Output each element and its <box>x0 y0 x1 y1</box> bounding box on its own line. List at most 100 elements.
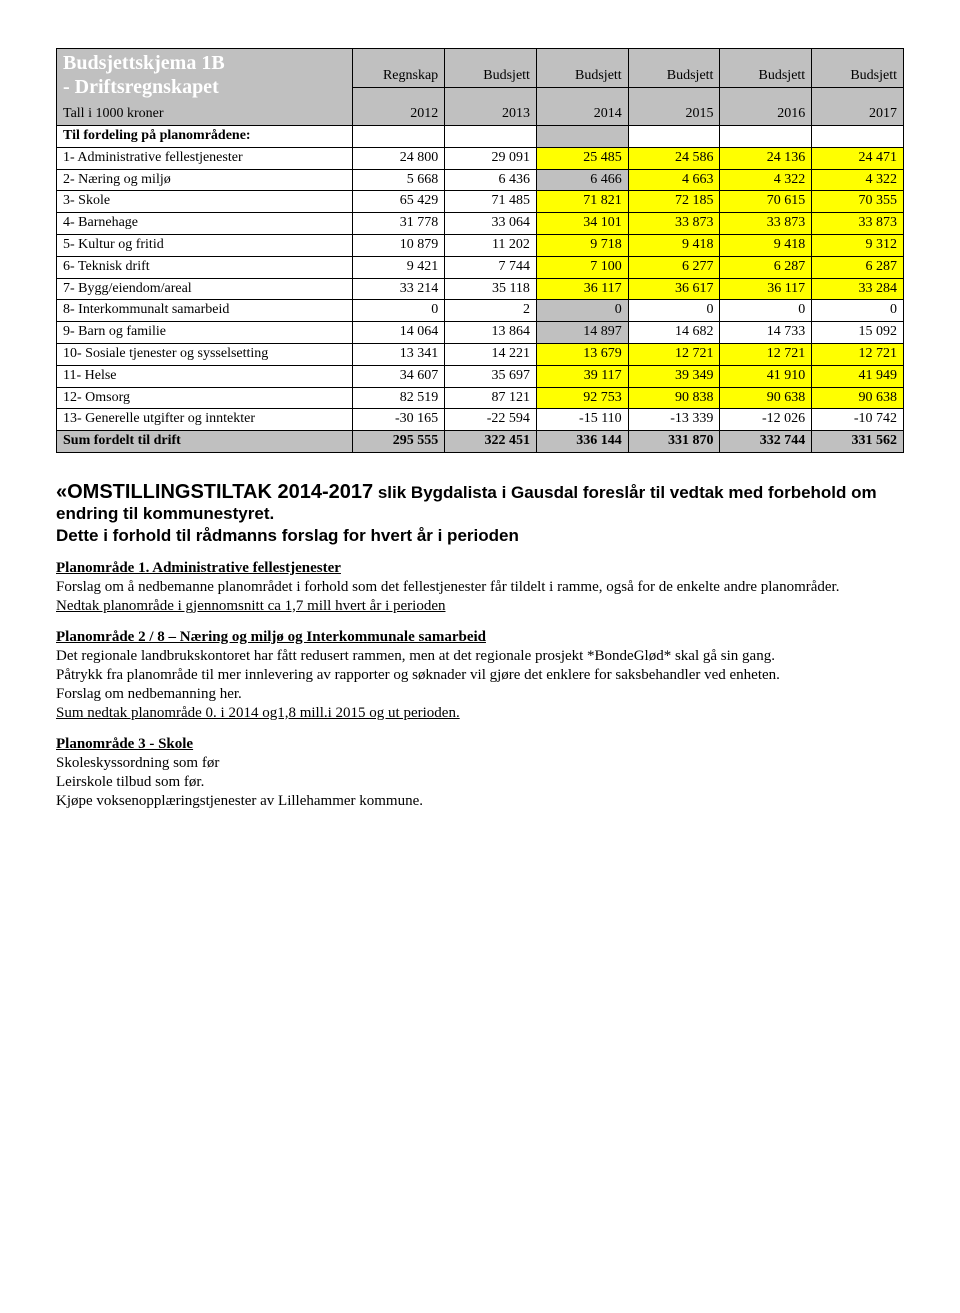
row-6-col-0: 33 214 <box>353 278 445 300</box>
plan2-line3: Forslag om nedbemanning her. <box>56 686 904 703</box>
row-2-col-5: 70 355 <box>812 191 904 213</box>
row-9-col-2: 13 679 <box>536 343 628 365</box>
row-11-col-0: 82 519 <box>353 387 445 409</box>
row-9-label: 10- Sosiale tjenester og sysselsetting <box>57 343 353 365</box>
row-11-col-3: 90 838 <box>628 387 720 409</box>
col-header-1-line2: 2013 <box>445 87 537 126</box>
row-10-col-5: 41 949 <box>812 365 904 387</box>
row-4-col-5: 9 312 <box>812 234 904 256</box>
row-4-col-4: 9 418 <box>720 234 812 256</box>
row-5-col-4: 6 287 <box>720 256 812 278</box>
plan3-line3: Kjøpe voksenopplæringstjenester av Lille… <box>56 793 904 810</box>
row-1-col-1: 6 436 <box>445 169 537 191</box>
row-1-col-0: 5 668 <box>353 169 445 191</box>
row-12-col-0: -30 165 <box>353 409 445 431</box>
row-6-col-1: 35 118 <box>445 278 537 300</box>
row-4-col-1: 11 202 <box>445 234 537 256</box>
col-header-5-line2: 2017 <box>812 87 904 126</box>
row-12-label: 13- Generelle utgifter og inntekter <box>57 409 353 431</box>
plan3-line2: Leirskole tilbud som før. <box>56 774 904 791</box>
row-1-col-5: 4 322 <box>812 169 904 191</box>
row-3-col-0: 31 778 <box>353 213 445 235</box>
row-12-col-3: -13 339 <box>628 409 720 431</box>
row-3-col-2: 34 101 <box>536 213 628 235</box>
col-header-0-line2: 2012 <box>353 87 445 126</box>
col-header-1-line1: Budsjett <box>445 49 537 88</box>
row-8-col-4: 14 733 <box>720 322 812 344</box>
plan1-line1: Forslag om å nedbemanne planområdet i fo… <box>56 579 904 596</box>
row-5-col-2: 7 100 <box>536 256 628 278</box>
row-0-col-0: 24 800 <box>353 147 445 169</box>
row-8-label: 9- Barn og familie <box>57 322 353 344</box>
row-3-col-3: 33 873 <box>628 213 720 235</box>
row-1-col-3: 4 663 <box>628 169 720 191</box>
row-6-col-3: 36 617 <box>628 278 720 300</box>
body-text: «OMSTILLINGSTILTAK 2014-2017 slik Bygdal… <box>56 481 904 810</box>
row-8-col-2: 14 897 <box>536 322 628 344</box>
row-4-label: 5- Kultur og fritid <box>57 234 353 256</box>
row-8-col-0: 14 064 <box>353 322 445 344</box>
row-0-col-2: 25 485 <box>536 147 628 169</box>
plan3-title: Planområde 3 - Skole <box>56 736 193 752</box>
plan2-line4: Sum nedtak planområde 0. i 2014 og1,8 mi… <box>56 705 460 721</box>
row-11-col-2: 92 753 <box>536 387 628 409</box>
row-9-col-0: 13 341 <box>353 343 445 365</box>
row-11-label: 12- Omsorg <box>57 387 353 409</box>
row-9-col-3: 12 721 <box>628 343 720 365</box>
col-header-2-line2: 2014 <box>536 87 628 126</box>
col-header-3-line2: 2015 <box>628 87 720 126</box>
row-0-col-3: 24 586 <box>628 147 720 169</box>
table-title: Budsjettskjema 1B- Driftsregnskapet Tall … <box>57 49 353 126</box>
row-12-col-4: -12 026 <box>720 409 812 431</box>
title-line1: Budsjettskjema 1B <box>63 52 225 74</box>
row-5-col-0: 9 421 <box>353 256 445 278</box>
row-5-col-1: 7 744 <box>445 256 537 278</box>
row-5-col-3: 6 277 <box>628 256 720 278</box>
plan2-line1: Det regionale landbrukskontoret har fått… <box>56 648 904 665</box>
col-header-2-line1: Budsjett <box>536 49 628 88</box>
row-8-col-3: 14 682 <box>628 322 720 344</box>
plan2-title: Planområde 2 / 8 – Næring og miljø og In… <box>56 629 486 645</box>
row-3-label: 4- Barnehage <box>57 213 353 235</box>
sum-row-label: Sum fordelt til drift <box>57 431 353 453</box>
row-8-col-5: 15 092 <box>812 322 904 344</box>
col-header-0-line1: Regnskap <box>353 49 445 88</box>
sum-row-col-3: 331 870 <box>628 431 720 453</box>
row-11-col-5: 90 638 <box>812 387 904 409</box>
row-4-col-2: 9 718 <box>536 234 628 256</box>
row-7-col-5: 0 <box>812 300 904 322</box>
row-10-col-1: 35 697 <box>445 365 537 387</box>
row-7-col-0: 0 <box>353 300 445 322</box>
row-9-col-4: 12 721 <box>720 343 812 365</box>
plan2-line2: Påtrykk fra planområde til mer innleveri… <box>56 667 904 684</box>
row-2-col-2: 71 821 <box>536 191 628 213</box>
sum-row-col-1: 322 451 <box>445 431 537 453</box>
row-0-col-5: 24 471 <box>812 147 904 169</box>
row-6-col-4: 36 117 <box>720 278 812 300</box>
col-header-3-line1: Budsjett <box>628 49 720 88</box>
section-row-label: Til fordeling på planområdene: <box>57 126 353 148</box>
row-1-col-4: 4 322 <box>720 169 812 191</box>
row-0-label: 1- Administrative fellestjenester <box>57 147 353 169</box>
sum-row-col-4: 332 744 <box>720 431 812 453</box>
sum-row-col-5: 331 562 <box>812 431 904 453</box>
row-7-col-1: 2 <box>445 300 537 322</box>
row-1-col-2: 6 466 <box>536 169 628 191</box>
row-2-col-4: 70 615 <box>720 191 812 213</box>
row-3-col-1: 33 064 <box>445 213 537 235</box>
row-2-col-1: 71 485 <box>445 191 537 213</box>
plan1-line2: Nedtak planområde i gjennomsnitt ca 1,7 … <box>56 598 445 614</box>
plan3-line1: Skoleskyssordning som før <box>56 755 904 772</box>
row-12-col-2: -15 110 <box>536 409 628 431</box>
row-2-col-0: 65 429 <box>353 191 445 213</box>
title-line2: - Driftsregnskapet <box>63 76 219 98</box>
row-0-col-4: 24 136 <box>720 147 812 169</box>
row-7-col-2: 0 <box>536 300 628 322</box>
row-9-col-5: 12 721 <box>812 343 904 365</box>
row-2-col-3: 72 185 <box>628 191 720 213</box>
row-11-col-4: 90 638 <box>720 387 812 409</box>
row-10-col-4: 41 910 <box>720 365 812 387</box>
row-5-col-5: 6 287 <box>812 256 904 278</box>
table-subhead: Tall i 1000 kroner <box>63 106 164 121</box>
row-3-col-4: 33 873 <box>720 213 812 235</box>
